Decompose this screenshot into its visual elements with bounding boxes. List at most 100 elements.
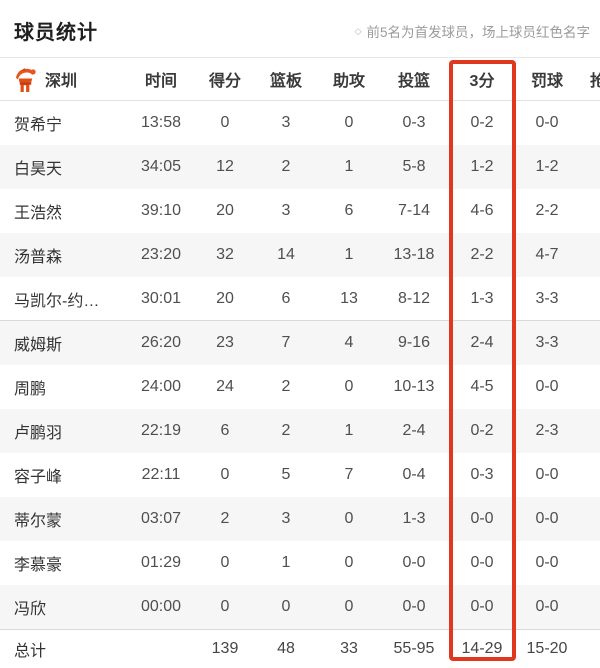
player-name: 王浩然 <box>14 205 63 222</box>
col-header-rebounds: 篮板 <box>269 73 302 90</box>
cell-field-goals: 9-16 <box>397 334 431 351</box>
cell-free-throws: 0-0 <box>535 378 559 395</box>
player-name: 威姆斯 <box>14 337 63 354</box>
player-name: 贺希宁 <box>14 117 63 134</box>
cell-rebounds: 3 <box>281 202 291 219</box>
totals-row: 总计 139 48 33 55-95 14-29 15-20 <box>0 629 600 668</box>
cell-assists: 0 <box>344 114 354 131</box>
cell-free-throws: 2-2 <box>535 202 559 219</box>
cell-points: 12 <box>216 158 234 175</box>
cell-three-pointers: 4-6 <box>470 202 494 219</box>
cell-time: 00:00 <box>140 598 182 615</box>
table-row[interactable]: 李慕豪 01:29 0 1 0 0-0 0-0 0-0 <box>0 541 600 585</box>
cell-three-pointers: 2-2 <box>470 246 494 263</box>
totals-label: 总计 <box>14 643 47 660</box>
cell-points: 24 <box>216 378 234 395</box>
cell-rebounds: 0 <box>281 598 291 615</box>
cell-free-throws: 0-0 <box>535 114 559 131</box>
cell-field-goals: 0-0 <box>402 554 426 571</box>
table-row[interactable]: 汤普森 23:20 32 14 1 13-18 2-2 4-7 <box>0 233 600 277</box>
totals-three-pointers: 14-29 <box>461 640 503 657</box>
cell-assists: 1 <box>344 246 354 263</box>
cell-assists: 0 <box>344 598 354 615</box>
cell-field-goals: 7-14 <box>397 202 431 219</box>
col-header-free-throws: 罚球 <box>530 73 563 90</box>
cell-three-pointers: 0-0 <box>470 554 494 571</box>
cell-assists: 0 <box>344 554 354 571</box>
cell-rebounds: 2 <box>281 422 291 439</box>
table-row[interactable]: 威姆斯 26:20 23 7 4 9-16 2-4 3-3 <box>0 321 600 365</box>
starters-note: ◇ 前5名为首发球员，场上球员红色名字 <box>355 21 590 41</box>
table-header-row: 深圳 时间 得分 篮板 助攻 投篮 3分 罚球 抢 <box>0 57 600 101</box>
cell-assists: 0 <box>344 510 354 527</box>
player-name: 马凯尔-约… <box>14 292 100 310</box>
cell-rebounds: 6 <box>281 289 291 307</box>
team-logo-icon <box>15 67 36 92</box>
cell-rebounds: 2 <box>281 378 291 395</box>
player-name: 周鹏 <box>14 381 47 398</box>
cell-rebounds: 5 <box>281 466 291 483</box>
totals-assists: 33 <box>340 640 358 657</box>
table-row[interactable]: 冯欣 00:00 0 0 0 0-0 0-0 0-0 <box>0 585 600 629</box>
cell-field-goals: 13-18 <box>393 246 435 263</box>
col-header-three-pointers: 3分 <box>469 73 495 90</box>
cell-three-pointers: 0-2 <box>470 422 494 439</box>
player-name: 李慕豪 <box>14 557 63 574</box>
cell-three-pointers: 0-0 <box>470 510 494 527</box>
cell-three-pointers: 4-5 <box>470 378 494 395</box>
table-body: 贺希宁 13:58 0 3 0 0-3 0-2 0-0 白昊天 34:05 12… <box>0 101 600 629</box>
cell-three-pointers: 0-2 <box>470 114 494 131</box>
table-row[interactable]: 容子峰 22:11 0 5 7 0-4 0-3 0-0 <box>0 453 600 497</box>
cell-free-throws: 0-0 <box>535 510 559 527</box>
cell-three-pointers: 0-3 <box>470 466 494 483</box>
cell-time: 23:20 <box>140 246 182 263</box>
cell-points: 20 <box>216 202 234 219</box>
player-name: 白昊天 <box>14 161 63 178</box>
table-row[interactable]: 白昊天 34:05 12 2 1 5-8 1-2 1-2 <box>0 145 600 189</box>
cell-rebounds: 3 <box>281 510 291 527</box>
totals-rebounds: 48 <box>277 640 295 657</box>
table-row[interactable]: 贺希宁 13:58 0 3 0 0-3 0-2 0-0 <box>0 101 600 145</box>
cell-assists: 6 <box>344 202 354 219</box>
cell-field-goals: 0-3 <box>402 114 426 131</box>
page-title: 球员统计 <box>14 22 98 44</box>
cell-assists: 0 <box>344 378 354 395</box>
cell-assists: 7 <box>344 466 354 483</box>
player-name: 蒂尔蒙 <box>14 513 63 530</box>
cell-three-pointers: 2-4 <box>470 334 494 351</box>
cell-points: 6 <box>220 422 230 439</box>
team-header-cell[interactable]: 深圳 <box>0 65 126 94</box>
cell-field-goals: 10-13 <box>393 378 435 395</box>
cell-free-throws: 3-3 <box>535 334 559 351</box>
player-name: 卢鹏羽 <box>14 425 63 442</box>
cell-points: 23 <box>216 334 234 351</box>
cell-time: 34:05 <box>140 158 182 175</box>
cell-field-goals: 2-4 <box>402 422 426 439</box>
cell-rebounds: 14 <box>277 246 295 263</box>
cell-time: 13:58 <box>140 114 182 131</box>
cell-field-goals: 8-12 <box>397 289 431 307</box>
table-row[interactable]: 王浩然 39:10 20 3 6 7-14 4-6 2-2 <box>0 189 600 233</box>
table-row[interactable]: 马凯尔-约… 30:01 20 6 13 8-12 1-3 3-3 <box>0 277 600 321</box>
cell-free-throws: 0-0 <box>535 554 559 571</box>
cell-time: 30:01 <box>140 289 182 307</box>
cell-points: 0 <box>220 598 230 615</box>
cell-field-goals: 0-4 <box>402 466 426 483</box>
cell-free-throws: 4-7 <box>535 246 559 263</box>
cell-rebounds: 1 <box>281 554 291 571</box>
table-row[interactable]: 卢鹏羽 22:19 6 2 1 2-4 0-2 2-3 <box>0 409 600 453</box>
cell-points: 0 <box>220 554 230 571</box>
table-row[interactable]: 蒂尔蒙 03:07 2 3 0 1-3 0-0 0-0 <box>0 497 600 541</box>
totals-points: 139 <box>211 640 239 657</box>
cell-assists: 13 <box>340 289 358 307</box>
note-bullet-icon: ◇ <box>354 26 362 36</box>
cell-free-throws: 1-2 <box>535 158 559 175</box>
cell-time: 22:11 <box>141 466 181 483</box>
cell-three-pointers: 1-3 <box>470 289 494 307</box>
cell-time: 22:19 <box>140 422 182 439</box>
cell-rebounds: 3 <box>281 114 291 131</box>
col-header-points: 得分 <box>208 73 241 90</box>
table-row[interactable]: 周鹏 24:00 24 2 0 10-13 4-5 0-0 <box>0 365 600 409</box>
cell-field-goals: 0-0 <box>402 598 426 615</box>
cell-three-pointers: 0-0 <box>470 598 494 615</box>
